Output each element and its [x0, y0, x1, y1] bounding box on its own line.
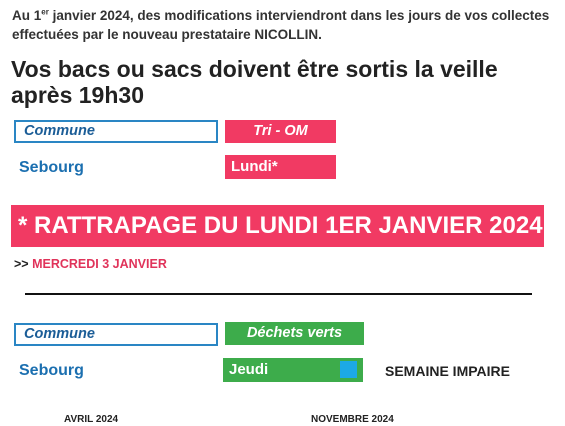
intro-text: Au 1er janvier 2024, des modifications i…: [12, 6, 552, 44]
om-day: Lundi*: [225, 155, 336, 179]
week-note: SEMAINE IMPAIRE: [385, 363, 510, 379]
green-day: Jeudi: [223, 358, 363, 382]
headline: Vos bacs ou sacs doivent être sortis la …: [11, 56, 498, 108]
odd-week-square-icon: [340, 361, 357, 378]
rattrapage-date: MERCREDI 3 JANVIER: [32, 257, 167, 271]
rattrapage-note: >> MERCREDI 3 JANVIER: [14, 256, 167, 272]
om-commune-header: Commune: [14, 120, 218, 143]
green-dechets-header: Déchets verts: [225, 322, 364, 345]
calendar-month-november: NOVEMBRE 2024: [311, 414, 394, 425]
rattrapage-banner: * RATTRAPAGE DU LUNDI 1ER JANVIER 2024: [11, 205, 544, 247]
om-tri-header: Tri - OM: [225, 120, 336, 143]
intro-part2: janvier 2024, des modifications intervie…: [12, 8, 550, 42]
green-commune-header: Commune: [14, 323, 218, 346]
arrows-marker: >>: [14, 257, 29, 271]
divider: [25, 293, 532, 295]
green-town: Sebourg: [19, 362, 84, 379]
calendar-month-april: AVRIL 2024: [64, 414, 119, 425]
om-town: Sebourg: [19, 159, 84, 176]
intro-superscript: er: [41, 7, 49, 17]
intro-part1: Au 1: [12, 8, 42, 23]
